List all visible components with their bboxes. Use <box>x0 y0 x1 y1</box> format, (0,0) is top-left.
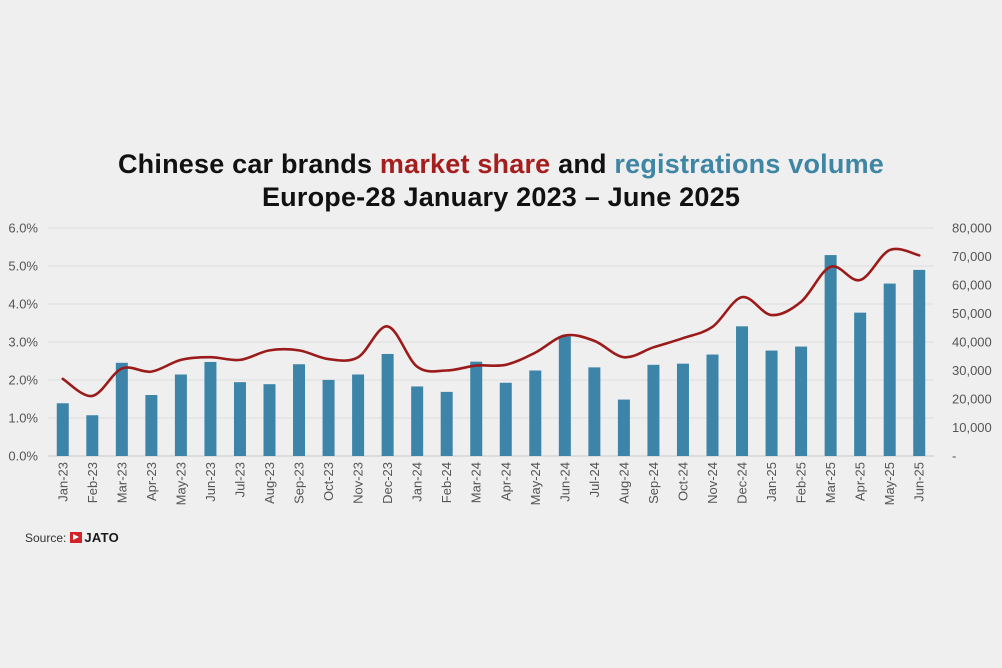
right-axis: - 10,000 20,000 30,000 40,000 50,000 60,000 70,… <box>952 221 992 464</box>
x-tick-label: Oct-23 <box>321 462 336 501</box>
x-tick-label: Jul-24 <box>587 462 602 497</box>
title-text-and: and <box>550 149 615 179</box>
x-axis: Jan-23 Feb-23 Mar-23 Apr-23 May-23 Jun-23 Jul-… <box>55 462 926 505</box>
x-tick-label: Apr-25 <box>853 462 868 501</box>
bar <box>470 361 483 456</box>
line-series <box>61 247 921 398</box>
x-tick-label: Mar-24 <box>469 462 484 503</box>
bar-series <box>56 255 926 456</box>
x-tick-label: Jun-24 <box>557 462 572 502</box>
x-tick-label: Nov-23 <box>351 462 366 504</box>
bar <box>706 354 719 456</box>
y-right-tick-label: 10,000 <box>952 420 992 435</box>
bar <box>647 364 660 456</box>
x-tick-label: Jun-25 <box>912 462 927 502</box>
bar <box>381 353 394 456</box>
x-tick-label: Dec-23 <box>380 462 395 504</box>
bar <box>883 283 896 456</box>
title-line-2: Europe-28 January 2023 – June 2025 <box>261 182 741 212</box>
y-left-tick-label: 1.0% <box>8 411 38 426</box>
y-right-tick-label: 60,000 <box>952 278 992 293</box>
bar <box>145 395 158 456</box>
y-left-tick-label: 2.0% <box>8 373 38 388</box>
bar <box>352 374 365 456</box>
bar <box>824 255 837 456</box>
x-tick-label: Apr-23 <box>144 462 159 501</box>
x-tick-label: Sep-23 <box>292 462 307 504</box>
x-tick-label: Oct-24 <box>675 462 690 501</box>
bar <box>499 382 512 456</box>
y-left-tick-label: 5.0% <box>8 259 38 274</box>
source-label: Source: <box>25 530 67 545</box>
bar <box>588 367 601 456</box>
bar <box>263 384 276 456</box>
x-tick-label: Aug-24 <box>616 462 631 504</box>
y-left-tick-label: 0.0% <box>8 449 38 464</box>
title-registrations-volume: registrations volume <box>614 149 884 179</box>
x-tick-label: Jan-24 <box>410 462 425 502</box>
x-tick-label: Dec-24 <box>735 462 750 504</box>
y-right-tick-label: 50,000 <box>952 306 992 321</box>
bar <box>558 336 571 456</box>
bar <box>86 415 99 456</box>
bar <box>293 364 306 456</box>
bar <box>765 350 778 456</box>
y-right-tick-label: 30,000 <box>952 363 992 378</box>
left-axis: 0.0% 1.0% 2.0% 3.0% 4.0% 5.0% 6.0% <box>8 221 38 464</box>
jato-brand: JATO <box>84 530 120 545</box>
bar <box>676 363 689 456</box>
bar <box>56 403 69 456</box>
market-share-line <box>61 247 921 398</box>
y-right-tick-label: 80,000 <box>952 221 992 236</box>
title-text-1: Chinese car brands <box>117 149 380 179</box>
x-tick-label: Feb-23 <box>85 462 100 503</box>
bar <box>736 326 749 456</box>
x-tick-label: Sep-24 <box>646 462 661 504</box>
bar <box>440 391 453 456</box>
title-line-1: Chinese car brands market share and regi… <box>0 148 1002 181</box>
y-right-tick-label: 20,000 <box>952 392 992 407</box>
y-left-tick-label: 3.0% <box>8 335 38 350</box>
x-tick-label: May-25 <box>882 462 897 505</box>
bar <box>617 399 630 456</box>
x-tick-label: Jan-25 <box>764 462 779 502</box>
bar <box>322 379 335 456</box>
x-tick-label: Feb-24 <box>439 462 454 503</box>
title-market-share: market share <box>379 149 551 179</box>
bar <box>174 374 187 456</box>
y-right-tick-label: 40,000 <box>952 335 992 350</box>
gridlines <box>48 227 934 457</box>
x-tick-label: Nov-24 <box>705 462 720 504</box>
x-tick-label: Jun-23 <box>203 462 218 502</box>
bar <box>204 361 217 456</box>
bar <box>854 312 867 456</box>
bar <box>115 362 128 456</box>
x-tick-label: Mar-23 <box>114 462 129 503</box>
bar <box>913 269 926 456</box>
y-right-tick-label: 70,000 <box>952 249 992 264</box>
source-note: Source: JATO <box>25 530 119 545</box>
chart-title: Chinese car brands market share and regi… <box>0 148 1002 214</box>
bar <box>233 382 246 456</box>
x-tick-label: May-23 <box>173 462 188 505</box>
bar <box>795 346 808 456</box>
y-left-tick-label: 6.0% <box>8 221 38 236</box>
bar <box>529 370 542 456</box>
bar <box>411 386 424 456</box>
x-tick-label: Apr-24 <box>498 462 513 501</box>
y-left-tick-label: 4.0% <box>8 297 38 312</box>
y-right-tick-label: - <box>952 449 956 464</box>
x-tick-label: Aug-23 <box>262 462 277 504</box>
x-tick-label: Mar-25 <box>823 462 838 503</box>
jato-logo-icon <box>70 532 83 543</box>
x-tick-label: Jul-23 <box>232 462 247 497</box>
x-tick-label: Feb-25 <box>794 462 809 503</box>
x-tick-label: May-24 <box>528 462 543 505</box>
x-tick-label: Jan-23 <box>55 462 70 502</box>
